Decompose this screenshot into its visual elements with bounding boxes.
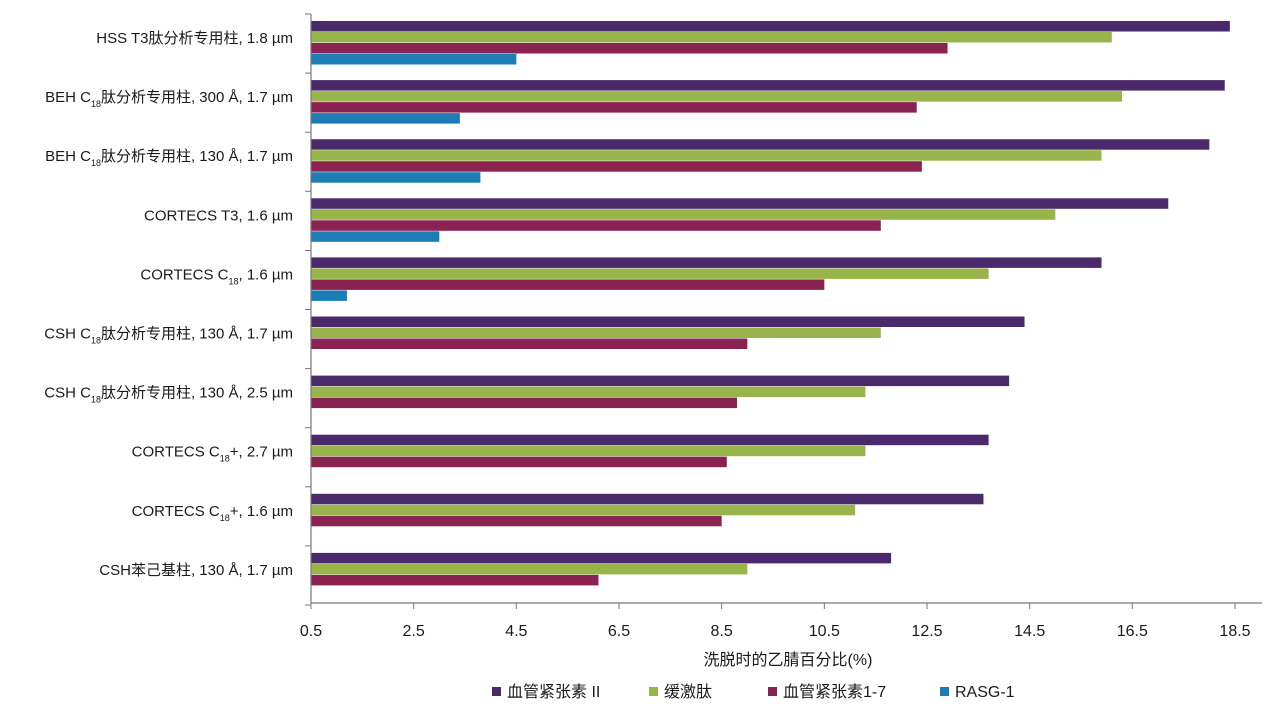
bar-1-series-1: [311, 21, 1230, 32]
category-label: CSH C18肽分析专用柱, 130 Å, 1.7 µm: [44, 326, 293, 346]
bar-8-series-3: [311, 456, 727, 468]
legend-label: 血管紧张素 II: [507, 683, 600, 701]
bar-4-series-3: [311, 220, 881, 231]
category-label: CSH苯己基柱, 130 Å, 1.7 µm: [99, 562, 293, 579]
x-tick-label: 14.5: [1014, 623, 1045, 640]
bar-2-series-3: [311, 102, 917, 113]
legend-swatch: [649, 687, 658, 696]
x-tick-label: 12.5: [911, 623, 942, 640]
bar-7-series-1: [311, 375, 1010, 387]
x-axis-title: 洗脱时的乙腈百分比(%): [704, 651, 873, 669]
legend-label: RASG-1: [955, 684, 1015, 701]
bar-4-series-4: [311, 231, 440, 242]
category-label: CORTECS T3, 1.6 µm: [144, 207, 293, 224]
legend-swatch: [940, 687, 949, 696]
legend: 血管紧张素 II 缓激肽 血管紧张素1-7 RASG-1: [492, 683, 1015, 701]
bars-layer: [311, 21, 1230, 586]
bar-2-series-4: [311, 113, 460, 124]
bar-3-series-1: [311, 139, 1210, 150]
category-label: BEH C18肽分析专用柱, 130 Å, 1.7 µm: [45, 148, 293, 168]
bar-7-series-3: [311, 397, 738, 409]
x-tick-label: 6.5: [608, 623, 630, 640]
x-tick-label: 0.5: [300, 623, 322, 640]
category-label: HSS T3肽分析专用柱, 1.8 µm: [96, 30, 293, 47]
bar-9-series-1: [311, 493, 984, 505]
bar-10-series-2: [311, 563, 748, 575]
bar-5-series-3: [311, 279, 825, 290]
x-tick-label: 10.5: [809, 623, 840, 640]
bar-6-series-3: [311, 338, 748, 349]
bar-10-series-1: [311, 552, 892, 564]
bar-2-series-2: [311, 91, 1123, 102]
bar-1-series-4: [311, 54, 517, 65]
bar-5-series-1: [311, 257, 1102, 268]
bar-4-series-1: [311, 198, 1169, 209]
legend-label: 血管紧张素1-7: [783, 683, 886, 701]
bar-5-series-4: [311, 290, 347, 301]
x-tick-label: 16.5: [1117, 623, 1148, 640]
category-label: CSH C18肽分析专用柱, 130 Å, 2.5 µm: [44, 385, 293, 405]
bar-1-series-2: [311, 32, 1112, 43]
bar-9-series-3: [311, 515, 722, 527]
bar-3-series-3: [311, 161, 922, 172]
legend-swatch: [492, 687, 501, 696]
x-tick-label: 8.5: [711, 623, 733, 640]
bar-7-series-2: [311, 386, 866, 398]
axes-layer: [305, 13, 1262, 609]
bar-3-series-4: [311, 172, 481, 183]
bar-6-series-1: [311, 316, 1025, 327]
bar-10-series-3: [311, 574, 599, 586]
bar-8-series-1: [311, 434, 989, 446]
bar-6-series-2: [311, 327, 881, 338]
bar-1-series-3: [311, 43, 948, 54]
bar-8-series-2: [311, 445, 866, 457]
category-label: BEH C18肽分析专用柱, 300 Å, 1.7 µm: [45, 89, 293, 109]
bar-2-series-1: [311, 80, 1225, 91]
category-label: CORTECS C18, 1.6 µm: [140, 266, 293, 286]
x-tick-label: 4.5: [505, 623, 527, 640]
x-tick-label: 2.5: [403, 623, 425, 640]
bar-5-series-2: [311, 268, 989, 279]
bar-3-series-2: [311, 150, 1102, 161]
category-label: CORTECS C18+, 2.7 µm: [132, 444, 293, 464]
legend-swatch: [768, 687, 777, 696]
legend-label: 缓激肽: [664, 683, 712, 701]
bar-9-series-2: [311, 504, 856, 516]
x-tick-label: 18.5: [1219, 623, 1250, 640]
labels-layer: HSS T3肽分析专用柱, 1.8 µm BEH C18肽分析专用柱, 300 Å…: [44, 30, 1250, 640]
category-label: CORTECS C18+, 1.6 µm: [132, 503, 293, 523]
bar-4-series-2: [311, 209, 1056, 220]
